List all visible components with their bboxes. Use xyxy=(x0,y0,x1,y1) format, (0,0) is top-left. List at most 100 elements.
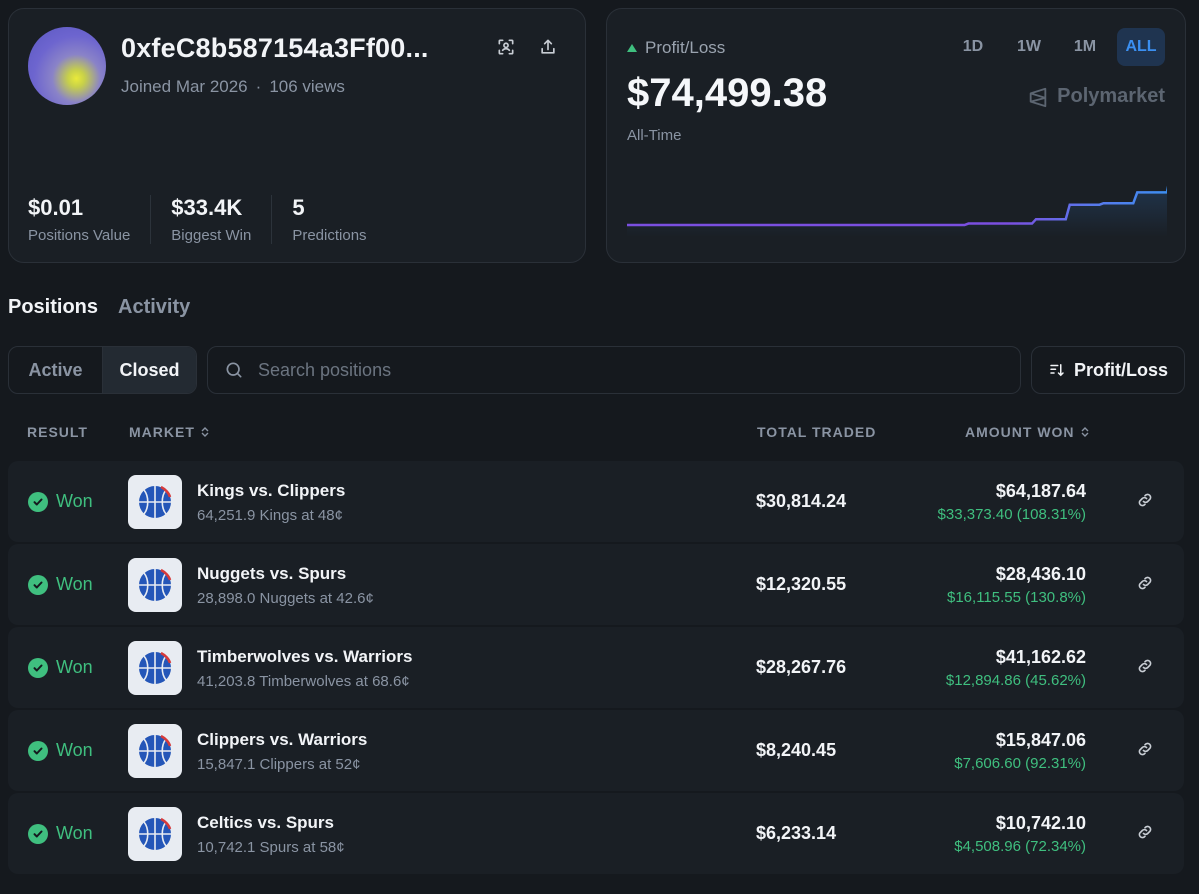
market-title[interactable]: Clippers vs. Warriors xyxy=(197,730,368,749)
tab-positions[interactable]: Positions xyxy=(8,296,99,318)
pnl-chart xyxy=(627,185,1167,237)
share-upload-icon[interactable] xyxy=(536,35,560,59)
basketball-icon xyxy=(139,817,172,850)
stat-label: Biggest Win xyxy=(171,227,252,244)
link-icon[interactable] xyxy=(1136,574,1156,594)
amount-won: $28,436.10 xyxy=(995,564,1086,584)
table-row[interactable]: Won Timberwolves vs. Warriors 41,203.8 T… xyxy=(8,627,1184,708)
search-icon xyxy=(226,362,242,378)
amount-won: $64,187.64 xyxy=(995,481,1086,501)
check-circle-icon xyxy=(28,740,48,761)
table-row[interactable]: Won Nuggets vs. Spurs 28,898.0 Nuggets a… xyxy=(8,544,1184,625)
search-box xyxy=(207,346,1021,394)
market-thumbnail[interactable] xyxy=(128,724,182,778)
sort-descending-icon xyxy=(1050,364,1064,377)
separator-dot: · xyxy=(255,77,262,96)
polymarket-brand: Polymarket xyxy=(1027,85,1165,108)
brand-name: Polymarket xyxy=(1057,85,1165,107)
tab-activity[interactable]: Activity xyxy=(118,296,191,318)
profit-change: $16,115.55 (130.8%) xyxy=(947,589,1086,606)
result-cell: Won xyxy=(28,574,93,595)
header-result: RESULT xyxy=(27,424,88,440)
table-row[interactable]: Won Clippers vs. Warriors 15,847.1 Clipp… xyxy=(8,710,1184,791)
result-cell: Won xyxy=(28,823,93,844)
result-label: Won xyxy=(56,740,93,760)
triangle-up-icon xyxy=(627,44,637,52)
header-market[interactable]: MARKET xyxy=(129,424,211,440)
pnl-card: Profit/Loss $74,499.38 All-Time 1D 1W 1M… xyxy=(606,8,1186,263)
market-position: 15,847.1 Clippers at 52¢ xyxy=(197,756,361,773)
filter-closed-button[interactable]: Closed xyxy=(102,347,196,393)
check-circle-icon xyxy=(28,574,48,595)
header-amount-won[interactable]: AMOUNT WON xyxy=(965,424,1091,440)
result-cell: Won xyxy=(28,491,93,512)
scan-qr-icon[interactable] xyxy=(494,35,518,59)
total-traded: $8,240.45 xyxy=(756,740,837,760)
profit-change: $12,894.86 (45.62%) xyxy=(945,672,1086,689)
table-row[interactable]: Won Celtics vs. Spurs 10,742.1 Spurs at … xyxy=(8,793,1184,874)
basketball-icon xyxy=(139,651,172,684)
market-thumbnail[interactable] xyxy=(128,475,182,529)
result-label: Won xyxy=(56,491,93,511)
basketball-icon xyxy=(139,485,172,518)
status-toggle: Active Closed xyxy=(8,346,197,394)
range-1d[interactable]: 1D xyxy=(962,38,984,55)
filter-active-button[interactable]: Active xyxy=(28,359,83,380)
total-traded: $30,814.24 xyxy=(756,491,847,511)
link-icon[interactable] xyxy=(1136,657,1156,677)
market-position: 10,742.1 Spurs at 58¢ xyxy=(197,839,345,856)
range-selector: 1D 1W 1M ALL xyxy=(949,28,1165,66)
stat-positions-value: $0.01 Positions Value xyxy=(28,195,152,244)
result-label: Won xyxy=(56,657,93,677)
amount-won: $10,742.10 xyxy=(995,813,1086,833)
result-label: Won xyxy=(56,574,93,594)
market-title[interactable]: Nuggets vs. Spurs xyxy=(197,564,347,583)
profile-card: 0xfeC8b587154a3Ff00... Joined Mar 2026 · 1… xyxy=(8,8,586,263)
profit-change: $4,508.96 (72.34%) xyxy=(954,838,1086,855)
market-thumbnail[interactable] xyxy=(128,558,182,612)
market-title[interactable]: Celtics vs. Spurs xyxy=(197,813,335,832)
link-icon[interactable] xyxy=(1136,491,1156,511)
table-row[interactable]: Won Kings vs. Clippers 64,251.9 Kings at… xyxy=(8,461,1184,542)
main-tabs: Positions Activity xyxy=(8,296,190,319)
link-icon[interactable] xyxy=(1136,823,1156,843)
result-label: Won xyxy=(56,823,93,843)
stat-predictions: 5 Predictions xyxy=(292,195,386,244)
stat-biggest-win: $33.4K Biggest Win xyxy=(171,195,273,244)
search-input[interactable] xyxy=(258,359,958,381)
total-traded: $28,267.76 xyxy=(756,657,847,677)
total-traded: $6,233.14 xyxy=(756,823,837,843)
result-cell: Won xyxy=(28,740,93,761)
pnl-value: $74,499.38 xyxy=(627,71,828,115)
range-1w[interactable]: 1W xyxy=(1017,38,1041,55)
sort-button[interactable]: Profit/Loss xyxy=(1031,346,1185,394)
profit-change: $33,373.40 (108.31%) xyxy=(937,506,1086,523)
check-circle-icon xyxy=(28,491,48,512)
amount-won: $15,847.06 xyxy=(995,730,1086,750)
result-cell: Won xyxy=(28,657,93,678)
sort-toggle-icon xyxy=(1081,427,1089,437)
stat-label: Positions Value xyxy=(28,227,131,244)
market-title[interactable]: Timberwolves vs. Warriors xyxy=(197,647,413,666)
profit-change: $7,606.60 (92.31%) xyxy=(954,755,1086,772)
pnl-label-text: Profit/Loss xyxy=(645,38,726,57)
range-all[interactable]: ALL xyxy=(1117,28,1165,66)
market-title[interactable]: Kings vs. Clippers xyxy=(197,481,346,500)
link-icon[interactable] xyxy=(1136,740,1156,760)
market-position: 28,898.0 Nuggets at 42.6¢ xyxy=(197,590,374,607)
basketball-icon xyxy=(139,568,172,601)
header-won-label: AMOUNT WON xyxy=(965,424,1075,440)
market-position: 64,251.9 Kings at 48¢ xyxy=(197,507,343,524)
avatar xyxy=(28,27,106,105)
polymarket-logo-icon xyxy=(1029,87,1047,107)
profile-stats: $0.01 Positions Value $33.4K Biggest Win… xyxy=(28,195,407,244)
range-1m[interactable]: 1M xyxy=(1073,38,1097,55)
sort-label: Profit/Loss xyxy=(1073,359,1168,380)
check-circle-icon xyxy=(28,657,48,678)
market-thumbnail[interactable] xyxy=(128,641,182,695)
market-position: 41,203.8 Timberwolves at 68.6¢ xyxy=(197,673,410,690)
market-thumbnail[interactable] xyxy=(128,807,182,861)
view-count: 106 views xyxy=(269,77,345,96)
pnl-line xyxy=(627,185,1167,227)
basketball-icon xyxy=(139,734,172,767)
